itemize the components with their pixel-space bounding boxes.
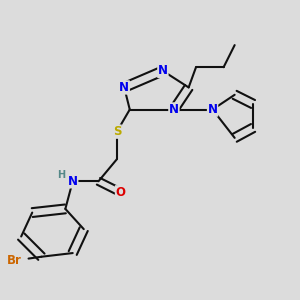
Text: N: N [169, 103, 179, 116]
Text: N: N [68, 175, 78, 188]
Text: Br: Br [6, 254, 21, 267]
Text: S: S [112, 125, 121, 138]
Text: N: N [208, 103, 218, 116]
Text: N: N [158, 64, 168, 77]
Text: H: H [57, 170, 65, 180]
Text: N: N [119, 81, 129, 94]
Text: O: O [116, 186, 126, 199]
